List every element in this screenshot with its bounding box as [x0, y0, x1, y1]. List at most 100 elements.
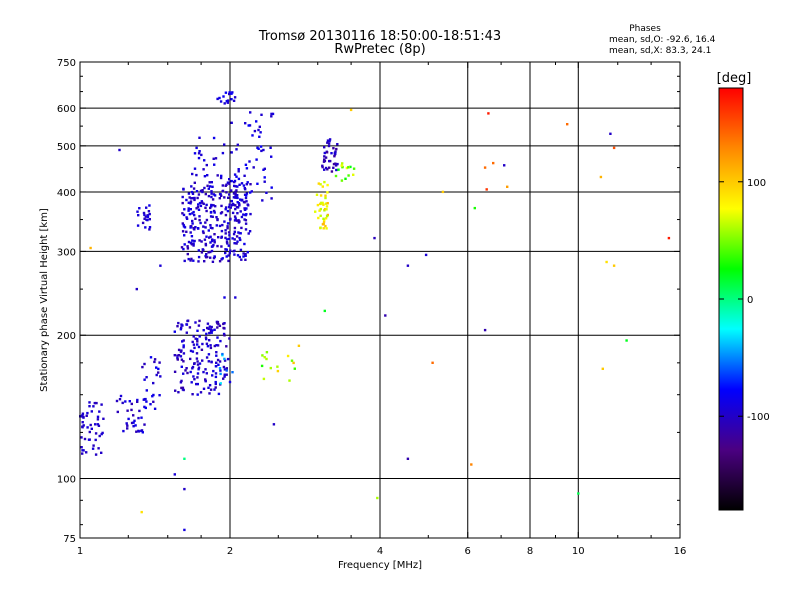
data-point: [196, 227, 200, 230]
data-point: [214, 380, 217, 384]
data-point: [204, 192, 207, 196]
data-point: [185, 198, 188, 202]
data-point: [223, 373, 227, 376]
data-point: [177, 354, 181, 357]
data-point: [211, 260, 215, 263]
data-point: [228, 380, 232, 384]
data-point: [234, 185, 237, 188]
data-point: [322, 220, 326, 223]
data-point: [244, 254, 247, 257]
data-point: [232, 99, 236, 102]
data-point: [210, 192, 213, 195]
data-point: [324, 166, 328, 170]
data-point: [231, 371, 234, 374]
data-point: [189, 202, 192, 205]
data-point: [230, 199, 233, 203]
data-point: [237, 202, 241, 205]
data-point: [209, 185, 212, 188]
data-point: [205, 218, 209, 222]
data-point: [210, 181, 213, 184]
data-point: [226, 209, 230, 213]
data-point: [144, 397, 147, 401]
data-point: [218, 260, 222, 263]
data-point: [225, 255, 228, 258]
data-point: [191, 367, 194, 370]
data-point: [176, 325, 179, 328]
data-point: [347, 174, 350, 177]
data-point: [223, 102, 226, 105]
data-point: [214, 365, 218, 368]
data-point: [233, 230, 236, 233]
data-point: [209, 328, 213, 331]
data-point: [214, 382, 217, 386]
data-point: [261, 354, 264, 357]
data-point: [157, 371, 160, 374]
data-point: [185, 331, 188, 334]
data-point: [245, 200, 248, 203]
data-point: [211, 329, 214, 332]
data-point: [223, 334, 226, 337]
data-point: [384, 314, 387, 317]
y-tick-label: 500: [57, 142, 76, 153]
data-point: [209, 215, 213, 218]
data-point: [218, 197, 221, 200]
data-point: [244, 228, 248, 231]
data-point: [95, 401, 98, 405]
data-point: [269, 366, 272, 370]
data-point: [182, 339, 185, 342]
phase-stats-x: mean, sd,X: 83.3, 24.1: [609, 46, 711, 56]
data-point: [145, 376, 148, 379]
data-point: [202, 370, 205, 374]
data-point: [181, 212, 184, 215]
data-point: [204, 221, 207, 224]
data-point: [319, 226, 322, 229]
data-point: [228, 92, 231, 96]
data-point: [210, 203, 213, 207]
data-point: [224, 251, 227, 255]
data-point: [231, 211, 235, 215]
data-point: [203, 238, 207, 241]
data-point: [81, 452, 84, 455]
data-point: [210, 205, 213, 208]
data-point: [96, 418, 100, 421]
data-point: [126, 424, 129, 427]
data-point: [211, 215, 214, 218]
data-point: [132, 425, 135, 428]
data-point: [186, 252, 189, 256]
data-point: [236, 185, 239, 188]
data-point: [347, 166, 350, 169]
data-point: [270, 197, 273, 200]
data-point: [157, 367, 160, 371]
data-point: [194, 321, 197, 324]
data-point: [90, 410, 93, 413]
data-point: [98, 434, 101, 438]
data-point: [192, 343, 196, 346]
data-point: [140, 416, 143, 419]
data-point: [506, 185, 509, 188]
data-point: [192, 375, 195, 378]
data-point: [182, 187, 185, 191]
data-point: [246, 251, 249, 254]
data-point: [214, 375, 218, 379]
data-point: [290, 359, 294, 362]
data-point: [431, 361, 434, 364]
data-point: [130, 402, 133, 406]
data-point: [236, 194, 239, 197]
data-point: [238, 203, 241, 206]
data-point: [141, 431, 144, 434]
data-point: [176, 357, 179, 360]
data-point: [233, 96, 237, 99]
data-point: [272, 423, 276, 426]
data-point: [319, 214, 322, 217]
data-point: [195, 146, 198, 150]
data-point: [223, 322, 226, 325]
data-point: [159, 375, 162, 378]
data-point: [243, 201, 246, 204]
data-point: [209, 210, 213, 214]
data-point: [228, 337, 231, 340]
data-point: [206, 322, 210, 325]
data-point: [244, 258, 247, 261]
data-point: [212, 369, 215, 373]
data-point: [225, 373, 228, 376]
data-point: [255, 158, 258, 161]
